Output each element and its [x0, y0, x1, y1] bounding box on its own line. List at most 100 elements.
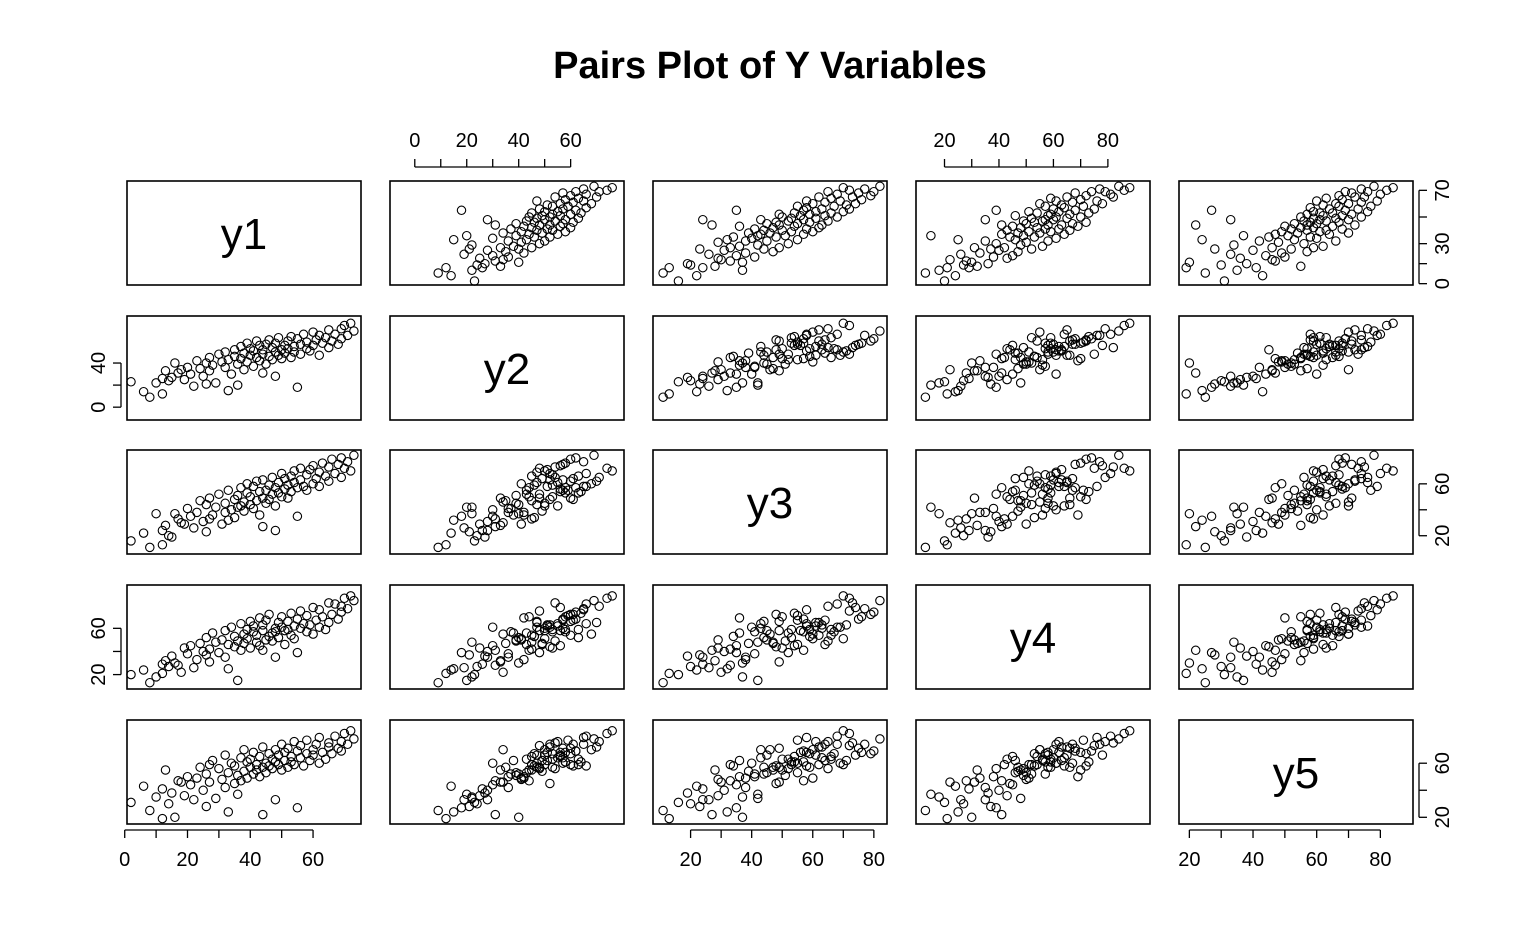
data-point: [1318, 360, 1328, 370]
data-point: [698, 794, 708, 805]
data-point: [542, 620, 553, 630]
data-point: [264, 494, 274, 505]
data-point: [498, 629, 508, 639]
data-point: [532, 622, 542, 632]
data-point: [295, 339, 306, 350]
tick-label: 60: [88, 617, 110, 639]
data-point: [832, 739, 842, 750]
data-point: [308, 750, 318, 760]
data-point: [138, 665, 149, 675]
data-point: [920, 542, 931, 553]
data-point: [986, 801, 996, 812]
data-point: [1305, 202, 1316, 213]
data-point: [695, 650, 705, 660]
data-point: [853, 614, 864, 624]
data-point: [157, 784, 168, 794]
data-point: [229, 778, 240, 789]
data-point: [558, 743, 568, 754]
panel-frame: [915, 180, 1151, 286]
data-point: [841, 755, 852, 766]
data-point: [534, 493, 545, 503]
data-point: [859, 739, 870, 750]
data-point: [490, 521, 501, 532]
data-point: [820, 348, 830, 358]
data-point: [185, 369, 196, 379]
data-point: [232, 789, 243, 800]
data-point: [258, 349, 268, 359]
data-point: [345, 466, 356, 476]
data-point: [474, 253, 485, 264]
data-point: [529, 480, 540, 490]
data-point: [795, 210, 806, 221]
data-point: [534, 740, 545, 751]
data-point: [1075, 338, 1086, 348]
data-point: [524, 492, 534, 502]
data-point: [467, 637, 477, 647]
data-point: [519, 221, 529, 232]
data-point: [1238, 230, 1249, 241]
data-point: [276, 492, 287, 502]
data-point: [1366, 610, 1376, 621]
data-point: [151, 792, 161, 802]
data-point: [211, 793, 221, 804]
data-point: [771, 232, 781, 242]
data-point: [1035, 479, 1045, 489]
data-point: [308, 340, 318, 351]
data-point: [746, 622, 757, 632]
data-point: [176, 364, 186, 375]
data-point: [467, 502, 477, 512]
data-point: [1059, 481, 1070, 492]
data-point: [1018, 342, 1029, 353]
data-point: [713, 774, 723, 785]
data-point: [859, 603, 870, 614]
data-point: [1059, 761, 1070, 771]
data-point: [740, 652, 751, 662]
data-point: [1026, 488, 1037, 498]
data-point: [749, 649, 760, 659]
data-point: [734, 360, 745, 370]
data-point: [1235, 519, 1246, 529]
data-point: [953, 234, 963, 245]
data-point: [1292, 506, 1303, 516]
data-point: [961, 514, 972, 524]
data-point: [292, 614, 303, 624]
data-point: [762, 359, 772, 369]
data-point: [1238, 380, 1249, 390]
data-point: [1340, 607, 1351, 617]
data-point: [1070, 339, 1080, 350]
data-point: [270, 794, 281, 805]
data-point: [691, 386, 702, 397]
data-point: [844, 593, 855, 604]
data-point: [516, 519, 527, 529]
data-point: [991, 763, 1001, 774]
data-point: [163, 530, 174, 541]
tick-label: 20: [679, 849, 701, 871]
data-point: [850, 602, 861, 613]
data-point: [1081, 454, 1091, 464]
data-point: [552, 501, 563, 511]
data-point: [1124, 182, 1135, 193]
data-point: [749, 252, 760, 262]
data-point: [192, 654, 202, 665]
data-point: [808, 744, 818, 755]
data-point: [529, 512, 540, 523]
data-point: [602, 463, 612, 474]
data-point: [506, 769, 516, 779]
data-point: [713, 357, 723, 367]
data-point: [875, 595, 885, 606]
data-point: [811, 341, 821, 352]
data-point: [844, 185, 855, 196]
data-point: [1119, 728, 1129, 739]
data-point: [305, 620, 315, 630]
data-point: [774, 743, 784, 754]
data-point: [498, 777, 508, 787]
data-point: [521, 234, 532, 245]
data-point: [1073, 771, 1083, 782]
data-point: [226, 622, 237, 632]
data-point: [542, 755, 553, 766]
data-point: [1059, 501, 1070, 511]
data-point: [939, 276, 950, 286]
data-point: [838, 726, 849, 736]
data-point: [236, 753, 246, 763]
data-point: [1051, 345, 1061, 355]
